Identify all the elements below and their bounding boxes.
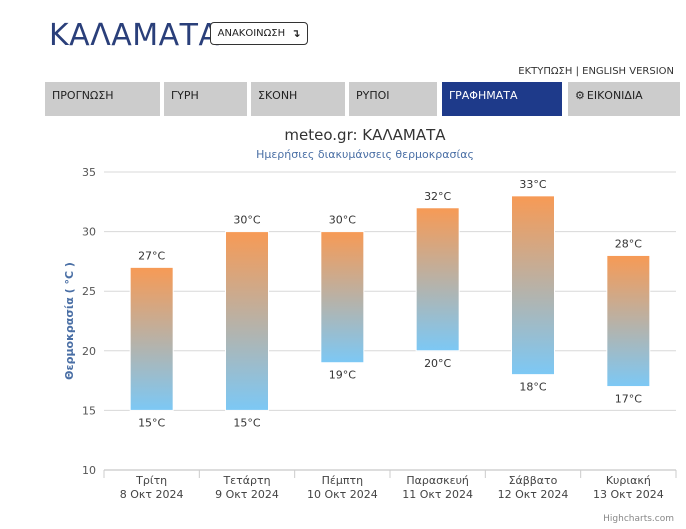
x-tick-label-date: 9 Οκτ 2024 bbox=[215, 488, 279, 501]
y-axis-title: Θερμοκρασία ( °C ) bbox=[63, 262, 76, 380]
tab-dust[interactable]: ΣΚΟΝΗ bbox=[251, 82, 345, 116]
tab-charts[interactable]: ΓΡΑΦΗΜΑΤΑ bbox=[442, 82, 562, 116]
tab-label: ΕΙΚΟΝΙΔΙΑ bbox=[586, 89, 643, 102]
low-temp-label: 17°C bbox=[615, 393, 642, 406]
nav-tabs: ΠΡΟΓΝΩΣΗ ΓΥΡΗ ΣΚΟΝΗ ΡΥΠΟΙ ΓΡΑΦΗΜΑΤΑ ⚙ ΕΙΚ… bbox=[45, 82, 680, 116]
low-temp-label: 15°C bbox=[138, 416, 165, 429]
chart-svg: meteo.gr: ΚΑΛΑΜΑΤΑ Ημερήσιες διακυμάνσεις… bbox=[63, 126, 677, 501]
tab-pollen[interactable]: ΓΥΡΗ bbox=[164, 82, 247, 116]
high-temp-label: 33°C bbox=[519, 178, 546, 191]
x-tick-label-date: 10 Οκτ 2024 bbox=[307, 488, 378, 501]
temperature-bar bbox=[129, 266, 174, 411]
x-tick-label-date: 11 Οκτ 2024 bbox=[402, 488, 473, 501]
y-tick-label: 35 bbox=[82, 166, 96, 179]
highcharts-credits[interactable]: Highcharts.com bbox=[603, 514, 674, 524]
link-separator: | bbox=[575, 66, 579, 77]
announcement-button[interactable]: ΑΝΑΚΟΙΝΩΣΗ ↴ bbox=[210, 22, 308, 45]
tab-label: ΓΥΡΗ bbox=[171, 89, 199, 102]
chart-subtitle: Ημερήσιες διακυμάνσεις θερμοκρασίας bbox=[256, 148, 474, 161]
x-tick-label-date: 13 Οκτ 2024 bbox=[593, 488, 664, 501]
tab-forecast[interactable]: ΠΡΟΓΝΩΣΗ bbox=[45, 82, 160, 116]
x-tick-label-day: Τρίτη bbox=[135, 474, 167, 487]
low-temp-label: 20°C bbox=[424, 357, 451, 370]
x-tick-label-day: Σάββατο bbox=[509, 474, 558, 487]
high-temp-label: 30°C bbox=[233, 214, 260, 227]
high-temp-label: 28°C bbox=[615, 237, 642, 250]
top-links: ΕΚΤΥΠΩΣΗ | ENGLISH VERSION bbox=[518, 66, 674, 77]
tab-pollutants[interactable]: ΡΥΠΟΙ bbox=[349, 82, 437, 116]
print-link[interactable]: ΕΚΤΥΠΩΣΗ bbox=[518, 66, 573, 77]
x-tick-label-day: Κυριακή bbox=[606, 474, 651, 487]
tab-label: ΡΥΠΟΙ bbox=[356, 89, 390, 102]
x-tick-label-date: 8 Οκτ 2024 bbox=[120, 488, 184, 501]
x-tick-label-date: 12 Οκτ 2024 bbox=[498, 488, 569, 501]
tab-icons[interactable]: ⚙ ΕΙΚΟΝΙΔΙΑ bbox=[568, 82, 680, 116]
x-tick-label-day: Πέμπτη bbox=[322, 474, 363, 487]
x-tick-label-day: Παρασκευή bbox=[406, 474, 469, 487]
high-temp-label: 30°C bbox=[329, 214, 356, 227]
tab-label: ΠΡΟΓΝΩΣΗ bbox=[52, 89, 114, 102]
chart-title: meteo.gr: ΚΑΛΑΜΑΤΑ bbox=[284, 126, 446, 144]
y-tick-label: 15 bbox=[82, 404, 96, 417]
tab-label: ΓΡΑΦΗΜΑΤΑ bbox=[449, 89, 518, 102]
y-tick-label: 20 bbox=[82, 345, 96, 358]
english-version-link[interactable]: ENGLISH VERSION bbox=[582, 66, 674, 77]
temperature-bar bbox=[225, 231, 269, 411]
temperature-chart: meteo.gr: ΚΑΛΑΜΑΤΑ Ημερήσιες διακυμάνσεις… bbox=[0, 118, 686, 529]
temperature-bar bbox=[415, 207, 460, 352]
y-tick-label: 25 bbox=[82, 285, 96, 298]
arrow-down-icon: ↴ bbox=[291, 27, 301, 40]
tab-label: ΣΚΟΝΗ bbox=[258, 89, 298, 102]
low-temp-label: 15°C bbox=[233, 416, 260, 429]
temperature-bar bbox=[606, 254, 651, 388]
y-tick-label: 10 bbox=[82, 464, 96, 477]
page-title: ΚΑΛΑΜΑΤΑ bbox=[49, 18, 220, 53]
low-temp-label: 18°C bbox=[519, 381, 546, 394]
announcement-label: ΑΝΑΚΟΙΝΩΣΗ bbox=[217, 28, 286, 39]
high-temp-label: 32°C bbox=[424, 190, 451, 203]
x-tick-label-day: Τετάρτη bbox=[222, 474, 270, 487]
y-tick-label: 30 bbox=[82, 226, 96, 239]
gear-icon: ⚙ bbox=[575, 89, 585, 102]
high-temp-label: 27°C bbox=[138, 249, 165, 262]
temperature-bar bbox=[511, 195, 555, 376]
temperature-bar bbox=[320, 231, 365, 364]
low-temp-label: 19°C bbox=[329, 369, 356, 382]
